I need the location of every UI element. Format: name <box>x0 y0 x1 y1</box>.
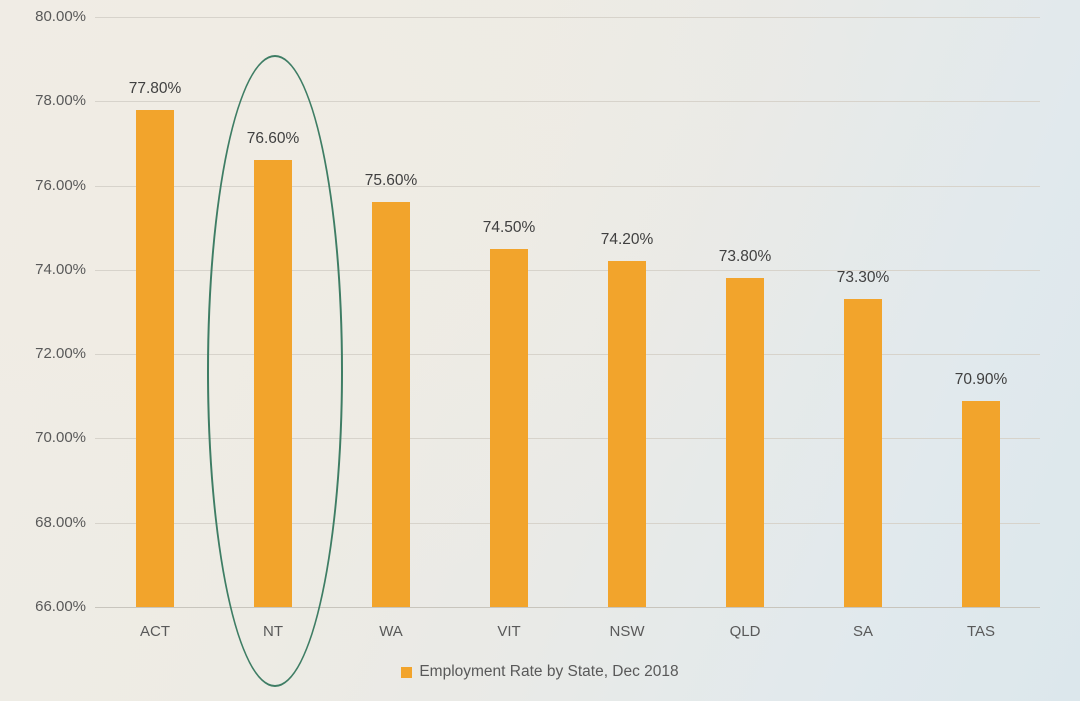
legend-label: Employment Rate by State, Dec 2018 <box>419 663 679 680</box>
legend-marker-icon <box>401 666 413 678</box>
gridline <box>95 607 1040 608</box>
bar-value-label: 73.80% <box>718 248 772 266</box>
y-tick-label: 66.00% <box>35 598 86 615</box>
y-tick-label: 68.00% <box>35 513 86 531</box>
bar-value-label: 74.20% <box>600 231 654 249</box>
gridline <box>95 17 1040 18</box>
bar <box>490 248 528 607</box>
gridline <box>95 354 1040 356</box>
bar-value-label: 73.30% <box>836 269 890 287</box>
gridline <box>95 269 1040 271</box>
x-category-label: ACT <box>140 623 170 640</box>
x-category-label: QLD <box>729 623 761 640</box>
bar <box>962 400 1000 607</box>
bar-value-label: 75.60% <box>364 172 418 190</box>
bar <box>726 278 764 607</box>
x-category-label: WA <box>379 623 403 640</box>
bar-value-label: 70.90% <box>954 370 1008 388</box>
x-category-label: SA <box>852 623 873 640</box>
y-tick-label: 78.00% <box>35 92 86 110</box>
legend: Employment Rate by State, Dec 2018 <box>0 663 1080 681</box>
bar-value-label: 74.50% <box>482 218 536 236</box>
gridline <box>95 438 1040 440</box>
x-category-label: VIT <box>497 623 521 640</box>
bar <box>136 109 174 607</box>
y-tick-label: 70.00% <box>35 429 86 447</box>
bar <box>844 299 882 607</box>
y-tick-label: 74.00% <box>35 260 86 278</box>
bar <box>372 202 410 607</box>
bar-value-label: 77.80% <box>128 79 182 97</box>
gridline <box>95 101 1040 103</box>
highlight-ellipse <box>207 55 343 687</box>
gridline <box>95 522 1040 524</box>
y-tick-label: 76.00% <box>35 176 86 194</box>
x-category-label: TAS <box>966 623 996 640</box>
y-tick-label: 80.00% <box>35 8 86 25</box>
y-tick-label: 72.00% <box>35 345 86 363</box>
gridline <box>95 185 1040 187</box>
x-category-label: NSW <box>609 623 645 640</box>
bar <box>608 261 646 607</box>
